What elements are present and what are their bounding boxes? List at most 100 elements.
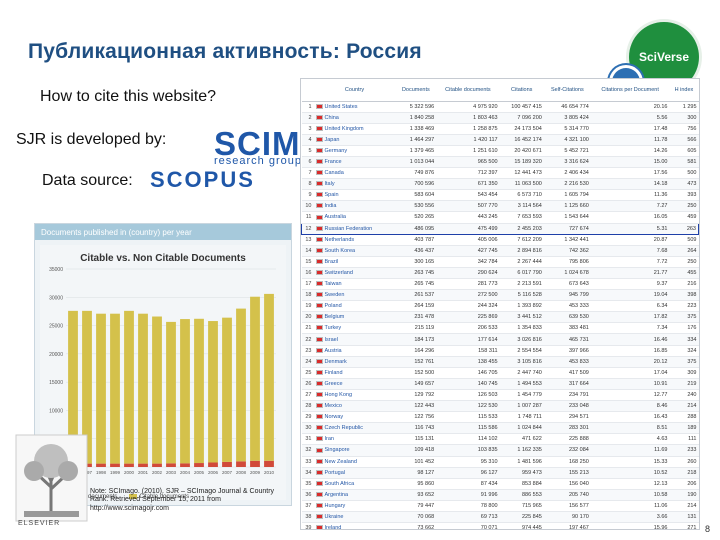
country-cell[interactable]: Hong Kong xyxy=(313,389,396,402)
table-row[interactable]: 2 China 1 840 258 1 803 463 7 096 200 3 805 4… xyxy=(301,112,699,124)
table-row[interactable]: 25 Finland 152 500 146 705 2 447 740 417 509 1… xyxy=(301,367,699,379)
country-name[interactable]: Hong Kong xyxy=(324,391,353,398)
country-name[interactable]: United States xyxy=(324,103,358,110)
country-name[interactable]: Canada xyxy=(324,170,344,177)
country-cell[interactable]: Mexico xyxy=(313,400,396,413)
table-row[interactable]: 37 Hungary 79 447 78 800 715 965 156 577 11.06… xyxy=(301,500,699,512)
table-row[interactable]: 9 Spain 583 604 543 454 6 573 710 1 605 794 11… xyxy=(301,189,699,202)
table-row[interactable]: 20 Belgium 231 478 225 869 3 441 512 639 530 1… xyxy=(301,311,699,324)
table-row[interactable]: 5 Germany 1 379 465 1 251 610 20 420 671 5 45… xyxy=(301,145,699,157)
country-name[interactable]: Greece xyxy=(324,380,343,387)
country-name[interactable]: Denmark xyxy=(324,358,347,365)
table-row[interactable]: 17 Taiwan 265 745 281 773 2 213 591 673 643 9.… xyxy=(301,278,699,291)
country-name[interactable]: Brazil xyxy=(324,258,339,265)
table-row[interactable]: 30 Czech Republic 116 743 115 586 1 024 844 2… xyxy=(301,422,699,435)
country-cell[interactable]: France xyxy=(313,156,396,169)
country-cell[interactable]: India xyxy=(313,200,396,213)
country-name[interactable]: Singapore xyxy=(324,447,350,454)
country-cell[interactable]: Denmark xyxy=(313,356,396,368)
col-citations[interactable]: Citations xyxy=(499,79,544,102)
country-cell[interactable]: Czech Republic xyxy=(313,422,396,435)
table-row[interactable]: 21 Turkey 215 119 206 533 1 354 833 383 481 7.… xyxy=(301,322,699,335)
country-cell[interactable]: South Africa xyxy=(313,478,396,490)
table-row[interactable]: 38 Ukraine 70 068 69 713 225 845 90 170 3.66 13… xyxy=(301,511,699,524)
country-name[interactable]: Italy xyxy=(324,181,335,188)
country-cell[interactable]: Argentina xyxy=(313,489,396,501)
col-self-citations[interactable]: Self-Citations xyxy=(543,79,591,102)
country-cell[interactable]: Germany xyxy=(313,145,396,157)
country-cell[interactable]: Belgium xyxy=(313,311,396,324)
country-name[interactable]: Argentina xyxy=(324,491,349,498)
country-cell[interactable]: Ireland xyxy=(313,522,396,530)
table-row[interactable]: 10 India 530 556 507 770 3 114 564 1 125 660 7… xyxy=(301,200,699,213)
country-name[interactable]: South Africa xyxy=(324,480,355,487)
country-name[interactable]: Belgium xyxy=(324,314,345,321)
country-name[interactable]: Australia xyxy=(324,214,346,221)
country-cell[interactable]: Norway xyxy=(313,411,396,424)
table-row[interactable]: 8 Italy 700 596 671 350 11 063 500 2 216 530 1… xyxy=(301,178,699,191)
country-name[interactable]: Hungary xyxy=(324,502,346,509)
country-name[interactable]: Austria xyxy=(324,347,342,354)
col-documents[interactable]: Documents xyxy=(395,79,437,102)
country-cell[interactable]: Russian Federation xyxy=(313,222,396,235)
country-name[interactable]: India xyxy=(324,203,337,210)
country-name[interactable]: Spain xyxy=(324,192,339,199)
country-name[interactable]: Israel xyxy=(324,336,338,343)
table-row[interactable]: 31 Iran 115 131 114 102 471 622 225 888 4.63 11… xyxy=(301,433,699,446)
country-cell[interactable]: Austria xyxy=(313,345,396,357)
country-name[interactable]: Portugal xyxy=(324,469,346,476)
table-row[interactable]: 4 Japan 1 464 297 1 420 117 16 452 174 4 321 … xyxy=(301,134,699,146)
table-row[interactable]: 33 New Zealand 101 452 95 310 1 481 596 168 2… xyxy=(301,456,699,468)
country-name[interactable]: Russian Federation xyxy=(324,225,373,232)
country-cell[interactable]: Greece xyxy=(313,378,396,390)
table-row[interactable]: 7 Canada 749 876 712 397 12 441 473 2 406 434… xyxy=(301,167,699,180)
country-cell[interactable]: Singapore xyxy=(313,444,396,457)
country-name[interactable]: Japan xyxy=(324,136,340,143)
country-name[interactable]: Ukraine xyxy=(324,514,344,521)
table-row[interactable]: 15 Brazil 300 165 342 784 2 267 444 795 806 7.… xyxy=(301,256,699,268)
col-h-index[interactable]: H index xyxy=(669,79,699,102)
country-cell[interactable]: United Kingdom xyxy=(313,123,396,135)
country-cell[interactable]: United States xyxy=(313,101,396,113)
country-cell[interactable]: Israel xyxy=(313,333,396,346)
country-cell[interactable]: Brazil xyxy=(313,256,396,268)
col-citable[interactable]: Citable documents xyxy=(436,79,500,102)
country-cell[interactable]: Poland xyxy=(313,300,396,313)
table-row[interactable]: 35 South Africa 95 860 87 434 853 884 156 040… xyxy=(301,478,699,490)
country-cell[interactable]: Spain xyxy=(313,189,396,202)
country-name[interactable]: China xyxy=(324,114,339,121)
table-row[interactable]: 36 Argentina 93 652 91 996 886 553 205 740 10.… xyxy=(301,489,699,501)
country-name[interactable]: Ireland xyxy=(324,525,342,530)
country-name[interactable]: France xyxy=(324,159,342,166)
table-row[interactable]: 27 Hong Kong 129 792 126 503 1 454 779 234 79… xyxy=(301,389,699,402)
table-row[interactable]: 1 United States 5 322 596 4 975 920 100 457 … xyxy=(301,101,699,113)
country-cell[interactable]: Sweden xyxy=(313,289,396,302)
table-row[interactable]: 6 France 1 013 044 965 500 15 189 320 3 316 6… xyxy=(301,156,699,169)
country-name[interactable]: Mexico xyxy=(324,403,342,410)
country-name[interactable]: Sweden xyxy=(324,292,345,299)
country-cell[interactable]: Canada xyxy=(313,167,396,180)
cite-link[interactable]: How to cite this website? xyxy=(40,88,217,105)
table-row[interactable]: 26 Greece 149 657 140 745 1 494 553 317 664 10… xyxy=(301,378,699,390)
table-row[interactable]: 13 Netherlands 403 787 405 006 7 612 209 1 34… xyxy=(301,234,699,246)
country-name[interactable]: Netherlands xyxy=(324,236,355,243)
country-name[interactable]: United Kingdom xyxy=(324,125,364,132)
table-row[interactable]: 23 Austria 164 296 158 311 2 554 554 397 966 1… xyxy=(301,345,699,357)
table-row[interactable]: 19 Poland 264 159 244 324 1 393 892 453 333 6.… xyxy=(301,300,699,313)
country-name[interactable]: Norway xyxy=(324,414,344,421)
table-row[interactable]: 29 Norway 122 756 115 533 1 748 711 294 571 16… xyxy=(301,411,699,424)
table-row[interactable]: 16 Switzerland 263 745 290 624 6 017 790 1 02… xyxy=(301,267,699,280)
table-row[interactable]: 39 Ireland 73 662 70 071 974 445 197 467 15.96… xyxy=(301,522,699,530)
col-country[interactable]: Country xyxy=(313,79,396,102)
country-name[interactable]: Czech Republic xyxy=(324,425,364,432)
country-cell[interactable]: New Zealand xyxy=(313,456,396,468)
table-row[interactable]: 11 Australia 520 265 443 245 7 653 593 1 543 … xyxy=(301,211,699,224)
table-row[interactable]: 12 Russian Federation 486 095 475 499 2 455 … xyxy=(301,222,699,235)
country-cell[interactable]: Turkey xyxy=(313,322,396,335)
country-name[interactable]: Turkey xyxy=(324,325,342,332)
table-row[interactable]: 3 United Kingdom 1 338 469 1 258 875 24 173 … xyxy=(301,123,699,135)
country-name[interactable]: Poland xyxy=(324,303,342,310)
country-cell[interactable]: Switzerland xyxy=(313,267,396,280)
country-name[interactable]: Germany xyxy=(324,147,348,154)
country-cell[interactable]: Iran xyxy=(313,433,396,446)
